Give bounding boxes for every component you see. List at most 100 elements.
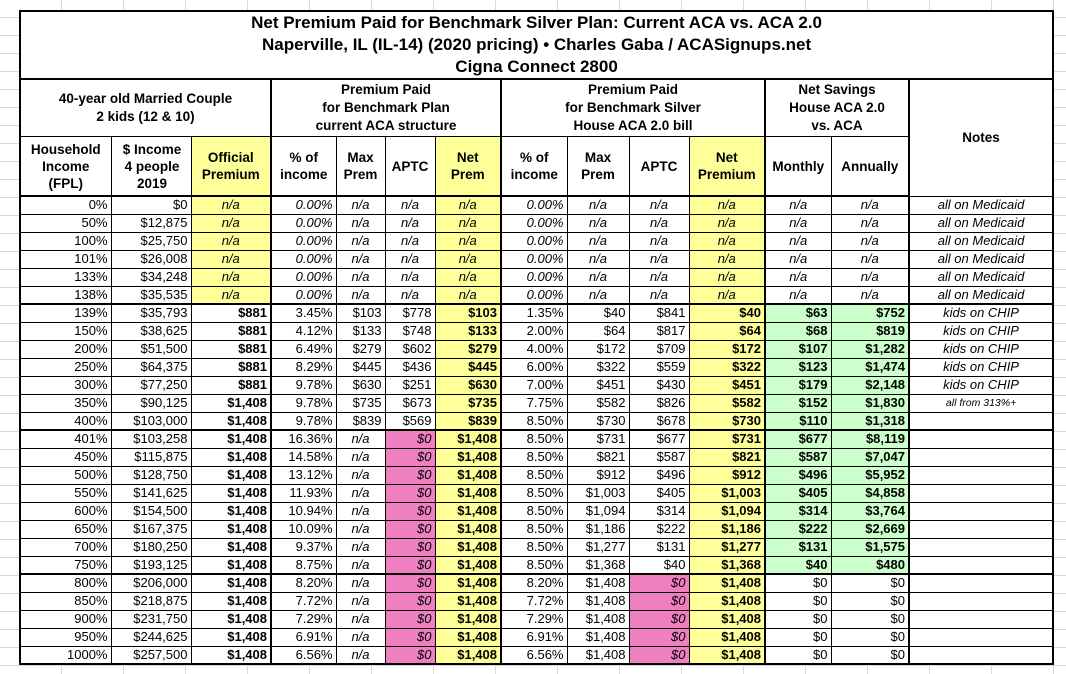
aca-aptc-cell: $0	[384, 429, 436, 449]
income-cell: $51,500	[110, 339, 192, 359]
notes-cell	[908, 573, 1054, 593]
aca2-max-prem-cell: n/a	[566, 267, 630, 287]
table-row: 100% $25,750 n/a 0.00% n/a n/a n/a 0.00% n/a n/a n…	[19, 231, 1054, 251]
aca-max-prem-cell: n/a	[335, 591, 386, 611]
aca2-net-premium-cell: $582	[688, 393, 766, 413]
aca-pct-income-cell: 7.29%	[270, 609, 337, 629]
aca-pct-income-cell: 8.75%	[270, 555, 337, 575]
aca2-aptc-cell: $0	[628, 591, 690, 611]
savings-annually-cell: $0	[830, 591, 910, 611]
aca-net-prem-cell: $103	[434, 303, 502, 323]
aca2-max-prem-cell: n/a	[566, 285, 630, 305]
aca-max-prem-cell: $839	[335, 411, 386, 431]
aca2-net-premium-cell: $40	[688, 303, 766, 323]
col-header-aca-max-prem: Max Prem	[335, 136, 386, 197]
savings-annually-cell: $8,119	[830, 429, 910, 449]
notes-cell: kids on CHIP	[908, 303, 1054, 323]
income-cell: $218,875	[110, 591, 192, 611]
col-header-aca2-net-premium: Net Premium	[688, 136, 766, 197]
official-premium-cell: $1,408	[190, 537, 272, 557]
aca-max-prem-cell: n/a	[335, 195, 386, 215]
aca-max-prem-cell: n/a	[335, 609, 386, 629]
col-header-aca-aptc: APTC	[384, 136, 436, 197]
table-row: 700% $180,250 $1,408 9.37% n/a $0 $1,408 8.50% $…	[19, 537, 1054, 557]
notes-cell: kids on CHIP	[908, 357, 1054, 377]
official-premium-cell: n/a	[190, 285, 272, 305]
savings-annually-cell: n/a	[830, 285, 910, 305]
notes-cell	[908, 591, 1054, 611]
aca2-net-premium-cell: n/a	[688, 195, 766, 215]
table-row: 133% $34,248 n/a 0.00% n/a n/a n/a 0.00% n/a n/a n…	[19, 267, 1054, 287]
savings-monthly-cell: $0	[764, 627, 832, 647]
aca-aptc-cell: n/a	[384, 231, 436, 251]
aca-max-prem-cell: n/a	[335, 555, 386, 575]
aca2-pct-income-cell: 8.20%	[500, 573, 568, 593]
table-row: 139% $35,793 $881 3.45% $103 $778 $103 1.35% $40…	[19, 303, 1054, 323]
savings-annually-cell: n/a	[830, 267, 910, 287]
notes-cell	[908, 555, 1054, 575]
savings-monthly-cell: $131	[764, 537, 832, 557]
aca2-max-prem-cell: $322	[566, 357, 630, 377]
official-premium-cell: n/a	[190, 267, 272, 287]
aca2-pct-income-cell: 7.72%	[500, 591, 568, 611]
income-cell: $90,125	[110, 393, 192, 413]
aca-pct-income-cell: 14.58%	[270, 447, 337, 467]
aca-aptc-cell: $0	[384, 519, 436, 539]
fpl-cell: 50%	[19, 213, 112, 233]
aca-max-prem-cell: $103	[335, 303, 386, 323]
aca-net-prem-cell: $1,408	[434, 573, 502, 593]
aca-max-prem-cell: n/a	[335, 447, 386, 467]
col-header-aca2-max-prem: Max Prem	[566, 136, 630, 197]
aca-net-prem-cell: $1,408	[434, 645, 502, 665]
table-row: 800% $206,000 $1,408 8.20% n/a $0 $1,408 8.20% $…	[19, 573, 1054, 593]
aca-net-prem-cell: n/a	[434, 249, 502, 269]
aca2-max-prem-cell: n/a	[566, 213, 630, 233]
official-premium-cell: $1,408	[190, 609, 272, 629]
savings-annually-cell: n/a	[830, 249, 910, 269]
savings-annually-cell: $7,047	[830, 447, 910, 467]
aca-max-prem-cell: $445	[335, 357, 386, 377]
notes-cell	[908, 447, 1054, 467]
fpl-cell: 1000%	[19, 645, 112, 665]
col-header-monthly: Monthly	[764, 136, 832, 197]
savings-annually-cell: n/a	[830, 195, 910, 215]
official-premium-cell: $1,408	[190, 447, 272, 467]
aca2-max-prem-cell: $1,408	[566, 609, 630, 629]
col-header-aca-pct-income: % of income	[270, 136, 337, 197]
official-premium-cell: n/a	[190, 195, 272, 215]
aca-net-prem-cell: $1,408	[434, 465, 502, 485]
fpl-cell: 950%	[19, 627, 112, 647]
aca-aptc-cell: n/a	[384, 249, 436, 269]
savings-annually-cell: $1,318	[830, 411, 910, 431]
notes-cell	[908, 411, 1054, 431]
official-premium-cell: n/a	[190, 213, 272, 233]
aca-pct-income-cell: 0.00%	[270, 249, 337, 269]
table-row: 950% $244,625 $1,408 6.91% n/a $0 $1,408 6.91% $…	[19, 627, 1054, 647]
aca2-max-prem-cell: $1,368	[566, 555, 630, 575]
table-row: 650% $167,375 $1,408 10.09% n/a $0 $1,408 8.50%…	[19, 519, 1054, 539]
official-premium-cell: $881	[190, 321, 272, 341]
title-row: Net Premium Paid for Benchmark Silver Pl…	[19, 10, 1054, 80]
savings-annually-cell: n/a	[830, 213, 910, 233]
table-body: 0% $0 n/a 0.00% n/a n/a n/a 0.00% n/a n/a n/a n/a n/…	[19, 195, 1054, 665]
fpl-cell: 550%	[19, 483, 112, 503]
aca-max-prem-cell: n/a	[335, 483, 386, 503]
aca2-net-premium-cell: $64	[688, 321, 766, 341]
aca2-max-prem-cell: n/a	[566, 195, 630, 215]
aca2-net-premium-cell: $1,408	[688, 645, 766, 665]
aca2-pct-income-cell: 0.00%	[500, 249, 568, 269]
aca-aptc-cell: $0	[384, 465, 436, 485]
income-cell: $103,258	[110, 429, 192, 449]
col-header-annually: Annually	[830, 136, 910, 197]
fpl-cell: 300%	[19, 375, 112, 395]
aca-max-prem-cell: $735	[335, 393, 386, 413]
aca2-pct-income-cell: 2.00%	[500, 321, 568, 341]
notes-header: Notes	[908, 78, 1054, 197]
table-row: 150% $38,625 $881 4.12% $133 $748 $133 2.00% $64…	[19, 321, 1054, 341]
notes-cell	[908, 627, 1054, 647]
fpl-cell: 750%	[19, 555, 112, 575]
fpl-cell: 139%	[19, 303, 112, 323]
savings-monthly-cell: n/a	[764, 231, 832, 251]
aca-pct-income-cell: 8.29%	[270, 357, 337, 377]
aca-pct-income-cell: 6.91%	[270, 627, 337, 647]
